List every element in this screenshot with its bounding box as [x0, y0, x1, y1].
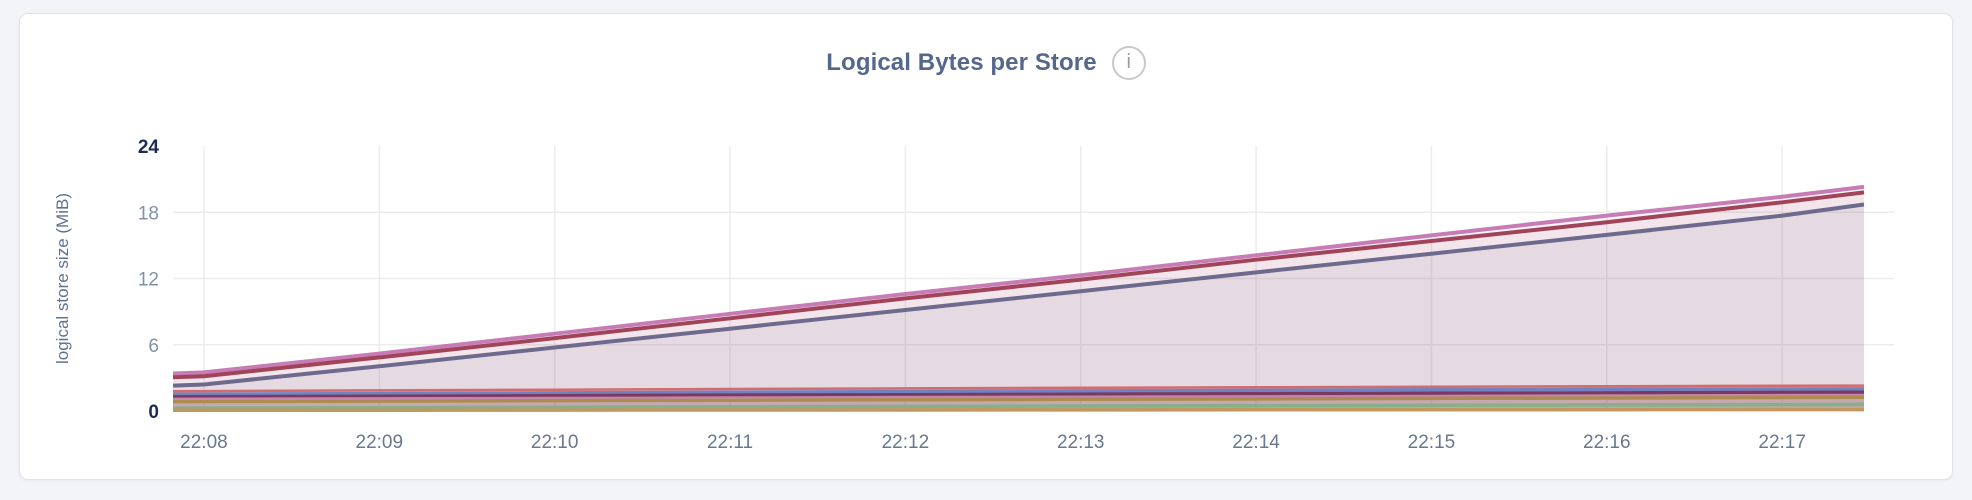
series-gold-line: [173, 407, 1864, 413]
series-olive-line: [172, 395, 1865, 404]
info-icon[interactable]: i: [1111, 46, 1146, 80]
chart-plot-area[interactable]: 24 18 12 6 0 22:08 22:09 22:10 22:11 22:12 22:13 22…: [20, 14, 1954, 481]
series-green-line: [172, 402, 1865, 410]
series-pink-line: [172, 184, 1865, 376]
series-mauve-line: [172, 393, 1865, 400]
chart-header: Logical Bytes per Store i: [20, 46, 1952, 80]
series-slate-area: [173, 204, 1864, 411]
y-axis-tick-label: 12: [138, 270, 159, 291]
x-axis-tick-label: 22:11: [707, 432, 753, 453]
y-axis-title: logical store size (MiB): [53, 193, 72, 364]
x-axis-tick-label: 22:17: [1758, 432, 1806, 453]
y-axis-tick-label: 18: [138, 203, 159, 224]
y-axis-tick-label: 6: [148, 336, 159, 357]
x-axis-tick-label: 22:14: [1232, 432, 1280, 453]
x-axis-tick-label: 22:16: [1583, 432, 1631, 453]
x-axis-tick-label: 22:12: [882, 432, 930, 453]
y-axis-tick-label: 24: [138, 137, 160, 158]
series-blue-line: [172, 387, 1865, 397]
x-axis-tick-label: 22:08: [180, 432, 228, 453]
series-maroon-area: [173, 192, 1864, 411]
x-axis-tick-label: 22:10: [531, 432, 579, 453]
chart-card: Logical Bytes per Store i 24 18 12 6 0 22:08 2…: [19, 13, 1953, 480]
series-darkmagenta-line: [172, 390, 1865, 399]
series-salmon-line: [172, 384, 1865, 393]
series-slate-line: [172, 202, 1865, 388]
y-axis-tick-label: 0: [148, 402, 159, 423]
x-axis-tick-label: 22:09: [356, 432, 404, 453]
x-axis-tick-label: 22:15: [1408, 432, 1456, 453]
series-maroon-line: [172, 190, 1865, 380]
chart-title: Logical Bytes per Store: [826, 49, 1097, 76]
x-axis-tick-label: 22:13: [1057, 432, 1105, 453]
